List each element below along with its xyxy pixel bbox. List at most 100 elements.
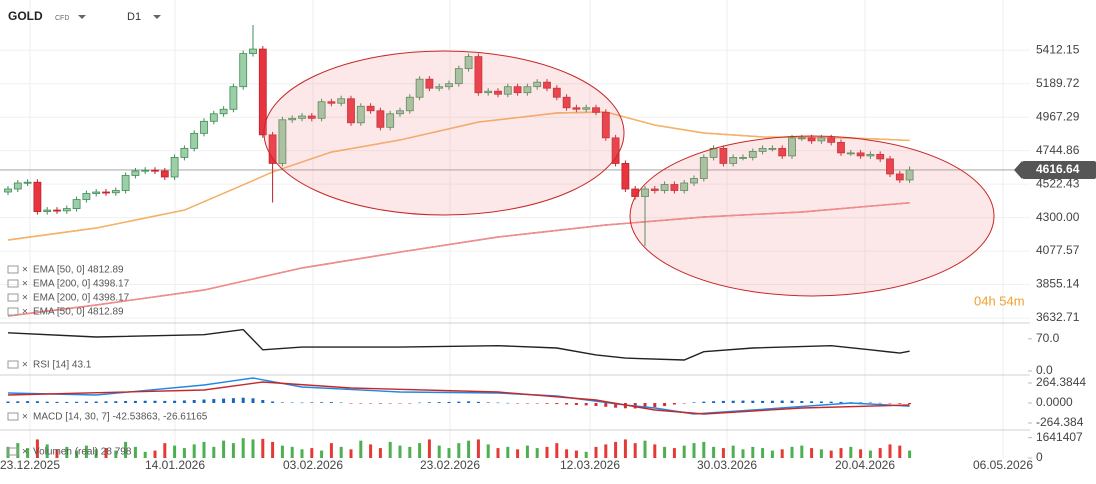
candle-body <box>817 137 826 142</box>
candle-body <box>758 147 767 152</box>
candle-body <box>866 154 875 157</box>
volume-bar <box>565 449 569 458</box>
y-tick-label: 4522.43 <box>1036 176 1080 190</box>
candle-body <box>690 178 698 184</box>
volume-bar <box>604 444 608 458</box>
x-tick-label: 12.03.2026 <box>560 458 620 472</box>
volume-bar <box>516 449 520 458</box>
histogram-bar <box>427 402 431 403</box>
volume-bar <box>241 438 245 458</box>
volume-bar <box>349 449 353 458</box>
dropdown-caret[interactable] <box>78 15 86 19</box>
candle-body <box>376 110 385 128</box>
volume-bar <box>45 444 49 458</box>
candle-body <box>131 170 140 176</box>
y-tick-label: 5189.72 <box>1036 76 1080 90</box>
candle-body <box>543 81 551 89</box>
volume-bar <box>614 441 618 458</box>
volume-bar <box>94 449 98 458</box>
histogram-bar <box>643 403 647 408</box>
volume-bar <box>182 448 186 458</box>
volume-bar <box>359 440 363 458</box>
candle-body <box>454 68 463 85</box>
volume-bar <box>800 445 804 458</box>
volume-bar <box>320 450 324 458</box>
legend-close: × <box>22 307 28 318</box>
histogram-bar <box>45 401 49 403</box>
histogram-bar <box>349 403 353 404</box>
volume-bar <box>839 448 843 458</box>
volume-bar <box>810 448 814 458</box>
legend-entry: EMA [50, 0] 4812.89 <box>33 265 124 276</box>
marks <box>0 25 1096 458</box>
candle-body <box>886 158 894 175</box>
candle-body <box>739 157 747 159</box>
histogram-bar <box>369 403 373 404</box>
volume-bar <box>908 450 912 458</box>
candle-body <box>102 191 110 194</box>
histogram-bar <box>261 399 265 403</box>
histogram-bar <box>104 401 108 403</box>
histogram-bar <box>35 401 39 403</box>
histogram-bar <box>212 399 216 403</box>
histogram-bar <box>741 400 745 403</box>
candle-body <box>307 115 316 119</box>
x-tick-label: 20.04.2026 <box>835 458 895 472</box>
legend-entry: EMA [200, 0] 4398.17 <box>33 293 130 304</box>
volume-bar <box>506 446 510 458</box>
y-tick-label: 0 <box>1036 450 1043 464</box>
candle-body <box>641 188 649 197</box>
volume-bar <box>124 441 128 458</box>
histogram-bar <box>770 400 774 403</box>
timeframe[interactable]: D1 <box>127 11 141 23</box>
candle-body <box>768 147 777 150</box>
histogram-bar <box>908 403 912 405</box>
candle-body <box>180 147 189 158</box>
volume-bar <box>202 441 206 458</box>
candle-body <box>141 169 150 172</box>
dropdown-caret[interactable] <box>153 15 161 19</box>
histogram-bar <box>810 401 814 403</box>
volume-bar <box>447 448 451 458</box>
histogram-bar <box>584 403 588 406</box>
panel-title: Volumen (real) 28 798 <box>33 447 132 458</box>
volume-bar <box>231 443 235 458</box>
indicator-line <box>7 111 910 241</box>
histogram-bar <box>516 403 520 404</box>
volume-bar <box>819 449 823 458</box>
volume-bar <box>114 450 118 458</box>
volume-bar <box>280 445 284 458</box>
candle-countdown: 04h 54m <box>974 293 1025 308</box>
symbol[interactable]: GOLD <box>8 9 43 23</box>
histogram-bar <box>574 403 578 405</box>
volume-bar <box>173 445 177 458</box>
volume-bar <box>418 443 422 458</box>
volume-bar <box>545 446 549 458</box>
candle-body <box>827 137 836 143</box>
candle-body <box>53 209 61 212</box>
volume-bar <box>251 439 255 458</box>
volume-bar <box>859 449 863 458</box>
legend-icon <box>7 307 19 316</box>
candle-body <box>278 119 287 164</box>
volume-bar <box>104 448 108 458</box>
histogram-bar <box>457 401 461 403</box>
volume-bar <box>467 440 471 458</box>
volume-bar <box>496 448 500 458</box>
x-tick-label: 03.02.2026 <box>283 458 343 472</box>
histogram-bar <box>6 401 10 403</box>
volume-bar <box>378 448 382 458</box>
histogram-bar <box>359 403 363 404</box>
candle-body <box>523 86 532 94</box>
legend-icon <box>7 265 19 274</box>
legend-icon <box>7 279 19 288</box>
histogram-bar <box>84 401 88 403</box>
panel-title: MACD [14, 30, 7] -42.53863, -26.61165 <box>33 412 208 423</box>
histogram-bar <box>476 401 480 403</box>
volume-bar <box>133 446 137 458</box>
histogram-bar <box>192 399 196 403</box>
volume-bar <box>584 451 588 458</box>
volume-bar <box>594 446 598 458</box>
candle-body <box>121 175 130 191</box>
